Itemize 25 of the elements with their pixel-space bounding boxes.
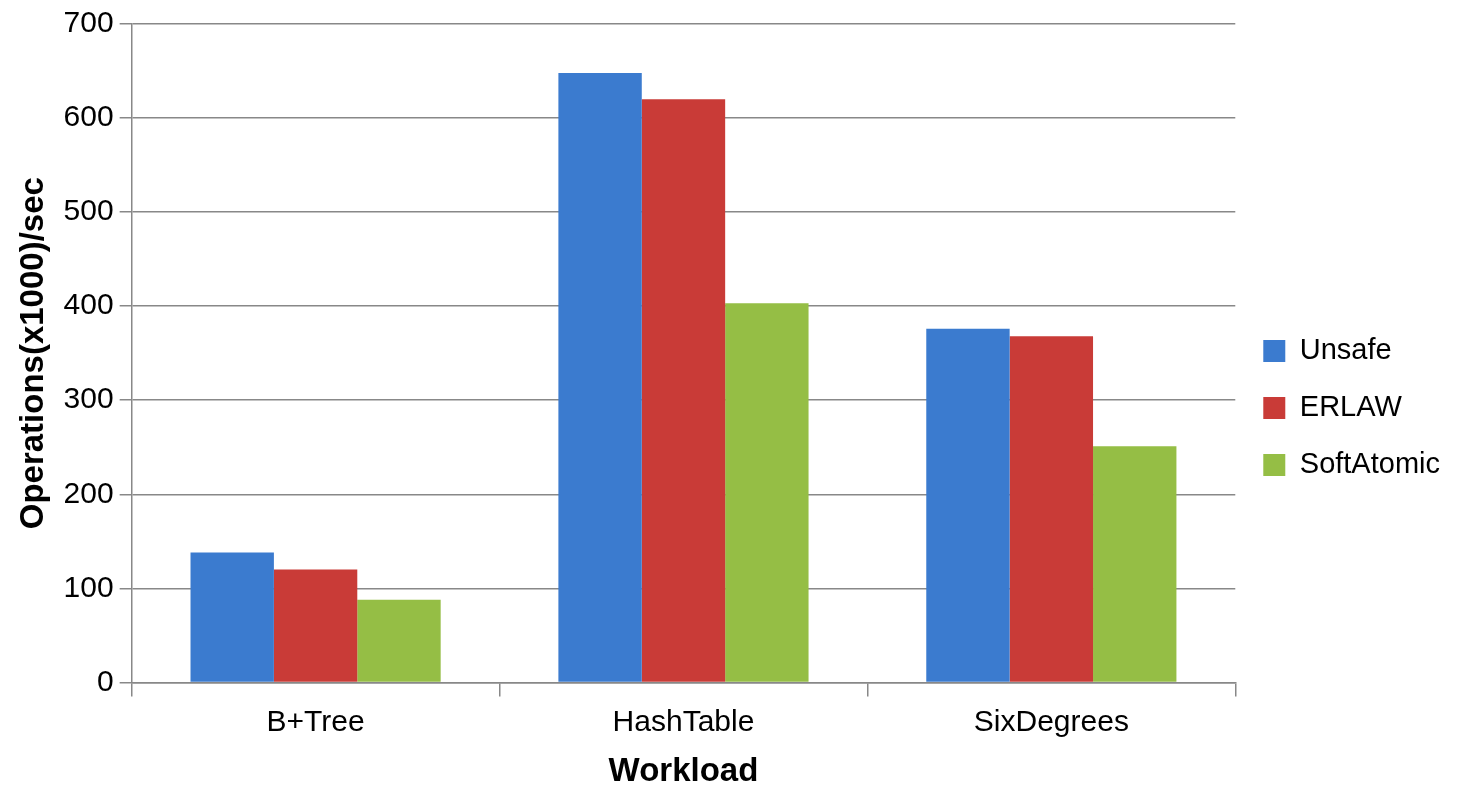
bar <box>357 599 441 682</box>
bar <box>190 552 274 682</box>
bar <box>1093 446 1177 682</box>
y-tick-label: 400 <box>63 287 114 321</box>
legend-label: ERLAW <box>1299 390 1403 422</box>
y-tick-label: 500 <box>63 193 114 227</box>
x-tick-label: HashTable <box>612 703 755 737</box>
x-tick-label: SixDegrees <box>973 703 1129 737</box>
bar <box>926 328 1010 682</box>
y-tick-label: 700 <box>63 5 114 39</box>
y-tick-label: 600 <box>63 99 114 133</box>
y-tick-label: 0 <box>96 663 114 697</box>
x-tick-label: B+Tree <box>266 703 365 737</box>
y-axis-title: Operations(x1000)/sec <box>12 177 50 530</box>
y-tick-label: 100 <box>63 569 114 603</box>
bar <box>273 569 358 682</box>
x-axis-title: Workload <box>608 751 759 789</box>
y-tick-label: 300 <box>63 381 114 415</box>
legend-label: SoftAtomic <box>1299 447 1440 479</box>
y-tick-label: 200 <box>63 475 114 509</box>
bar <box>725 303 809 682</box>
bar <box>558 72 642 682</box>
bar <box>1009 336 1094 682</box>
bar <box>641 99 726 682</box>
legend-label: Unsafe <box>1299 333 1392 365</box>
